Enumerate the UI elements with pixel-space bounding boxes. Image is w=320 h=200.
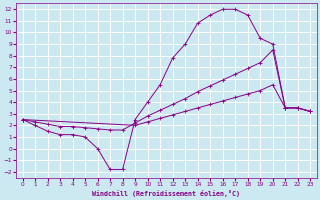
X-axis label: Windchill (Refroidissement éolien,°C): Windchill (Refroidissement éolien,°C) [92, 190, 240, 197]
